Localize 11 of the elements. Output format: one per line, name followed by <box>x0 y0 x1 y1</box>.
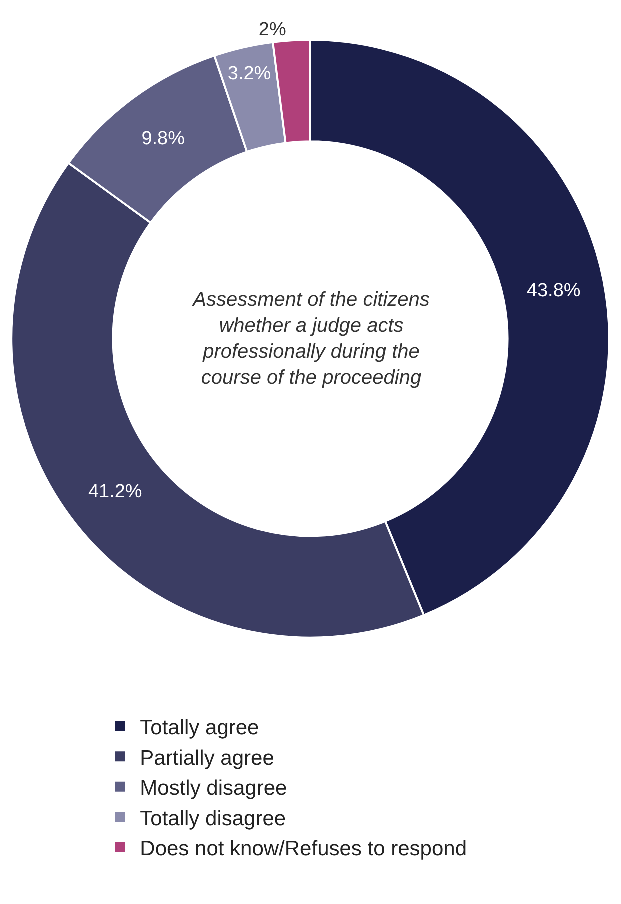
legend-label: Mostly disagree <box>140 777 288 800</box>
legend-label: Totally disagree <box>140 807 286 830</box>
data-label: 2% <box>258 20 286 41</box>
legend-label: Does not know/Refuses to respond <box>140 838 468 861</box>
data-label: 41.2% <box>88 482 142 503</box>
data-label: 3.2% <box>228 64 272 85</box>
legend-label: Totally agree <box>140 716 260 740</box>
data-label: 9.8% <box>142 128 186 150</box>
text: Assessment of the citizens whether a judge acts professionally during the course of the proceeding <box>192 289 430 389</box>
data-label: 43.8% <box>526 280 581 302</box>
legend-label: Partially agree <box>140 746 274 770</box>
